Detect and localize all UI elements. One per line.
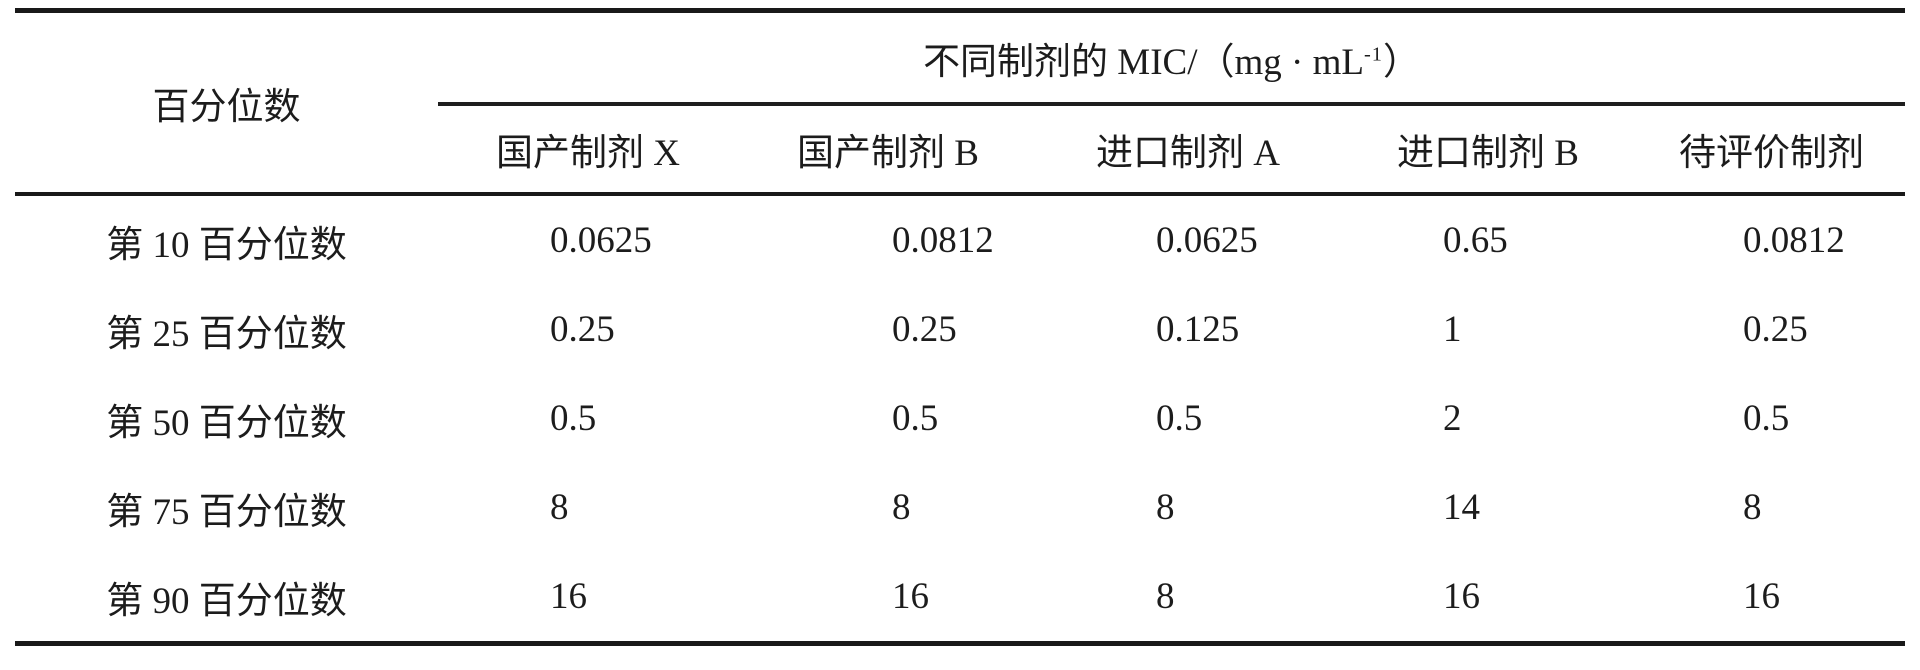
cell: 14	[1443, 487, 1480, 528]
cell: 2	[1443, 398, 1462, 439]
cell: 16	[1443, 576, 1480, 617]
column-header-imported-b: 进口制剂 B	[1338, 104, 1638, 196]
cell: 8	[1156, 487, 1175, 528]
cell: 0.5	[892, 398, 939, 439]
row-label: 第 50 百分位数	[106, 402, 347, 444]
cell: 0.25	[550, 309, 615, 350]
mic-spanner-header: 不同制剂的 MIC/（mg · mL-1）	[438, 10, 1905, 106]
cell: 0.0812	[892, 220, 994, 261]
cell: 0.25	[892, 309, 957, 350]
table-row-p75: 第 75 百分位数 8 8 8 14 8	[15, 463, 1905, 552]
cell: 0.125	[1156, 309, 1240, 350]
mic-percentile-table-container: 百分位数 不同制剂的 MIC/（mg · mL-1） 国产制剂 X 国产制剂 B…	[15, 8, 1905, 646]
spanner-header-row: 百分位数 不同制剂的 MIC/（mg · mL-1）	[15, 10, 1905, 196]
cell: 0.5	[550, 398, 597, 439]
mic-spanner-close-paren: ）	[1382, 41, 1420, 83]
row-label: 第 25 百分位数	[106, 313, 347, 355]
column-header-domestic-x: 国产制剂 X	[438, 104, 738, 196]
cell: 0.5	[1743, 398, 1790, 439]
cell: 0.0812	[1743, 220, 1845, 261]
cell: 0.65	[1443, 220, 1508, 261]
sub-header-row: 国产制剂 X 国产制剂 B 进口制剂 A 进口制剂 B 待评价制剂	[15, 104, 1905, 196]
mic-percentile-table: 百分位数 不同制剂的 MIC/（mg · mL-1） 国产制剂 X 国产制剂 B…	[15, 8, 1905, 646]
table-row-p90: 第 90 百分位数 16 16 8 16 16	[15, 552, 1905, 644]
cell: 0.25	[1743, 309, 1808, 350]
cell: 16	[550, 576, 587, 617]
table-row-p25: 第 25 百分位数 0.25 0.25 0.125 1 0.25	[15, 285, 1905, 374]
cell: 8	[1743, 487, 1762, 528]
row-label: 第 90 百分位数	[106, 580, 347, 622]
cell: 16	[892, 576, 929, 617]
row-label: 第 75 百分位数	[106, 491, 347, 533]
cell: 8	[1156, 576, 1175, 617]
cell: 0.0625	[550, 220, 652, 261]
row-label: 第 10 百分位数	[106, 224, 347, 266]
cell: 0.5	[1156, 398, 1203, 439]
column-header-imported-a: 进口制剂 A	[1038, 104, 1338, 196]
table-row-p10: 第 10 百分位数 0.0625 0.0812 0.0625 0.65 0.08…	[15, 194, 1905, 285]
percentile-column-header: 百分位数	[15, 10, 438, 196]
table-row-p50: 第 50 百分位数 0.5 0.5 0.5 2 0.5	[15, 374, 1905, 463]
cell: 8	[892, 487, 911, 528]
cell: 8	[550, 487, 569, 528]
column-header-domestic-b: 国产制剂 B	[738, 104, 1038, 196]
cell: 16	[1743, 576, 1780, 617]
column-header-to-evaluate: 待评价制剂	[1638, 104, 1905, 196]
mic-unit-superscript: -1	[1363, 43, 1383, 66]
mic-spanner-text: 不同制剂的 MIC/（mg · mL	[923, 41, 1364, 83]
cell: 1	[1443, 309, 1462, 350]
cell: 0.0625	[1156, 220, 1258, 261]
